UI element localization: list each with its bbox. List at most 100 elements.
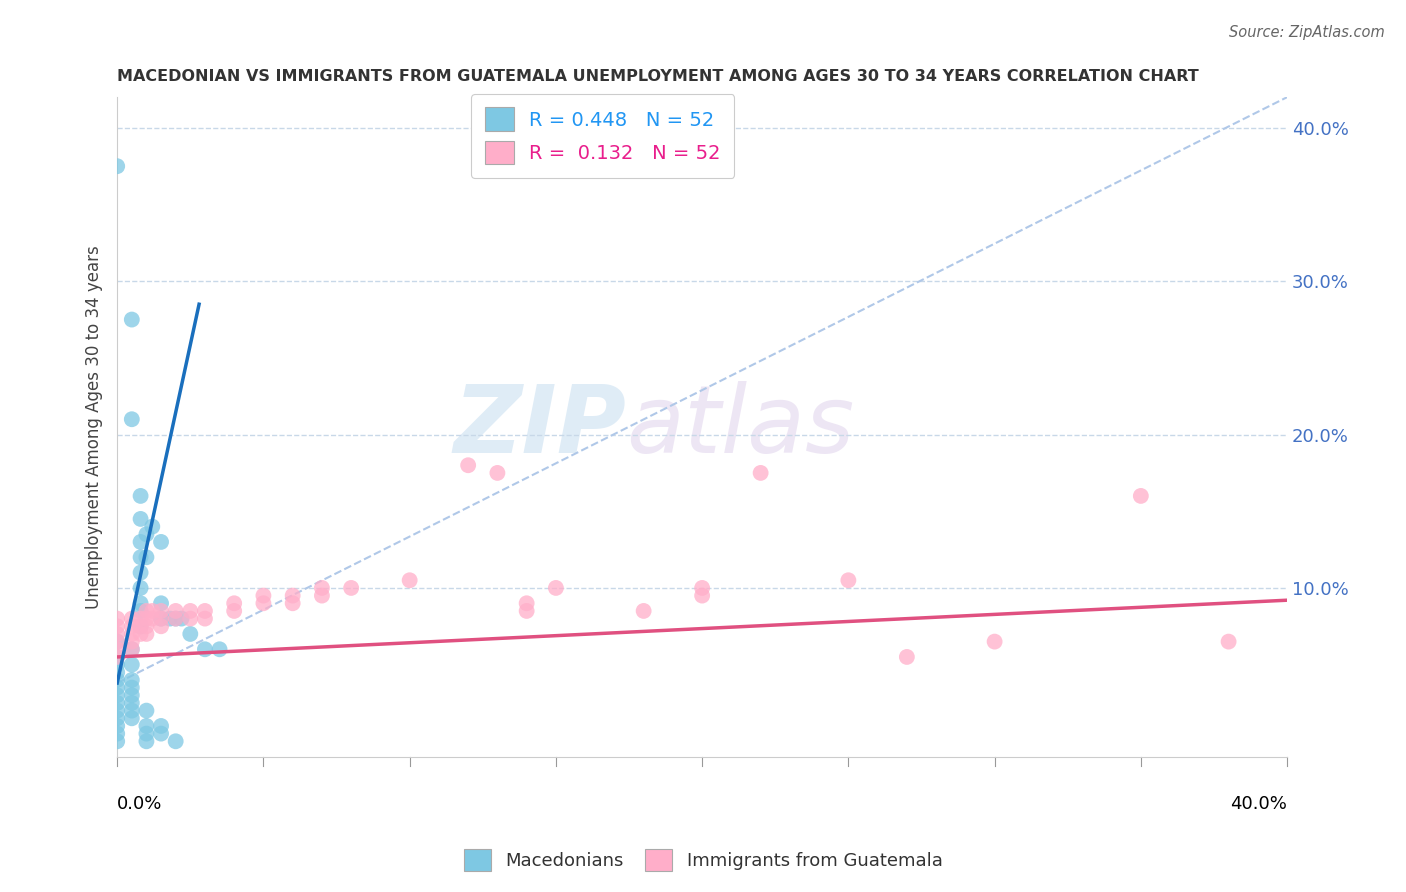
Point [165,612,187,626]
Point [135,527,157,541]
Point [121,696,143,710]
Point [105,696,128,710]
Point [281,596,304,610]
Point [105,704,128,718]
Text: atlas: atlas [626,382,855,473]
Point [208,642,231,657]
Point [159,612,181,626]
Point [129,535,152,549]
Point [129,619,152,633]
Point [105,711,128,725]
Point [633,604,655,618]
Point [105,673,128,687]
Point [135,619,157,633]
Point [135,704,157,718]
Point [105,681,128,695]
Point [135,726,157,740]
Point [1129,489,1152,503]
Point [121,681,143,695]
Point [690,589,713,603]
Point [129,581,152,595]
Point [194,604,217,618]
Point [121,673,143,687]
Point [105,734,128,748]
Legend: R = 0.448   N = 52, R =  0.132   N = 52: R = 0.448 N = 52, R = 0.132 N = 52 [471,94,734,178]
Point [135,612,157,626]
Point [121,711,143,725]
Point [516,596,538,610]
Point [141,612,163,626]
Point [105,649,128,664]
Point [170,612,193,626]
Point [150,535,173,549]
Point [281,589,304,603]
Point [129,550,152,565]
Point [105,657,128,672]
Point [129,489,152,503]
Point [311,589,333,603]
Point [121,612,143,626]
Point [486,466,509,480]
Point [150,719,173,733]
Point [311,581,333,595]
Point [252,596,274,610]
Y-axis label: Unemployment Among Ages 30 to 34 years: Unemployment Among Ages 30 to 34 years [86,245,103,608]
Text: Source: ZipAtlas.com: Source: ZipAtlas.com [1229,25,1385,40]
Point [135,734,157,748]
Point [129,566,152,580]
Point [252,589,274,603]
Text: 0.0%: 0.0% [117,795,163,813]
Point [105,642,128,657]
Point [105,688,128,702]
Point [135,719,157,733]
Point [837,574,859,588]
Point [121,688,143,702]
Point [165,612,187,626]
Point [121,704,143,718]
Point [129,596,152,610]
Point [179,612,201,626]
Point [150,619,173,633]
Point [398,574,420,588]
Point [340,581,363,595]
Legend: Macedonians, Immigrants from Guatemala: Macedonians, Immigrants from Guatemala [457,842,949,879]
Point [150,612,173,626]
Point [105,619,128,633]
Point [105,634,128,648]
Point [121,312,143,326]
Point [121,642,143,657]
Point [179,604,201,618]
Point [105,634,128,648]
Point [121,412,143,426]
Point [121,619,143,633]
Point [129,619,152,633]
Point [129,604,152,618]
Point [105,719,128,733]
Point [179,627,201,641]
Point [165,604,187,618]
Point [129,512,152,526]
Point [135,604,157,618]
Point [105,649,128,664]
Text: ZIP: ZIP [453,381,626,473]
Point [105,726,128,740]
Point [749,466,772,480]
Point [165,734,187,748]
Point [150,596,173,610]
Point [150,604,173,618]
Point [983,634,1005,648]
Text: MACEDONIAN VS IMMIGRANTS FROM GUATEMALA UNEMPLOYMENT AMONG AGES 30 TO 34 YEARS C: MACEDONIAN VS IMMIGRANTS FROM GUATEMALA … [117,69,1199,84]
Point [105,159,128,173]
Point [129,627,152,641]
Point [105,627,128,641]
Point [544,581,567,595]
Point [457,458,479,473]
Point [150,726,173,740]
Point [690,581,713,595]
Point [224,604,246,618]
Point [224,596,246,610]
Point [194,612,217,626]
Point [121,642,143,657]
Point [121,634,143,648]
Point [516,604,538,618]
